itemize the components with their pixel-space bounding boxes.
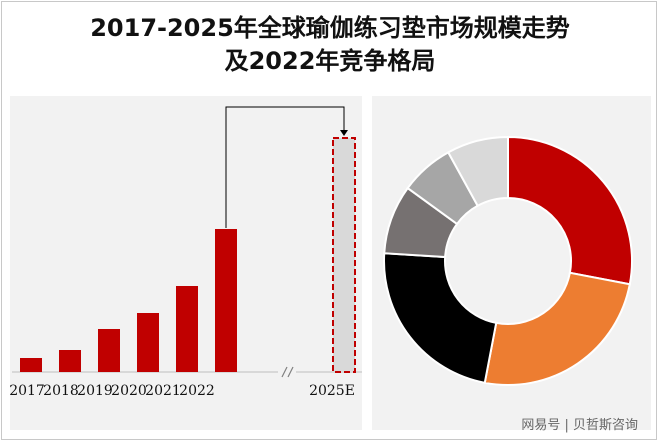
tick-label-2021: 2021: [145, 383, 181, 399]
donut-slice-2: [483, 271, 631, 386]
bar-2022: [215, 229, 237, 372]
growth-arrow-line: [225, 106, 345, 228]
title-line-2: 及2022年竞争格局: [224, 47, 436, 75]
bar-2018: [59, 350, 81, 372]
tick-label-2025e: 2025E: [309, 383, 355, 399]
donut-slice-6: [446, 135, 509, 208]
tick-label-2017: 2017: [10, 383, 45, 399]
tick-label-2018: 2018: [43, 383, 79, 399]
bar-2019: [98, 329, 120, 372]
donut-chart-panel: [372, 96, 651, 430]
bar-2021: [176, 286, 198, 372]
tick-label-2022: 2022: [179, 383, 215, 399]
watermark-text: 网易号 | 贝哲斯咨询: [521, 418, 638, 433]
figure-title: 2017-2025年全球瑜伽练习垫市场规模走势 及2022年竞争格局: [0, 12, 660, 78]
bar-chart-panel: 2017 2018 2019 2020 2021 2022 2025E: [10, 96, 362, 430]
growth-arrow-head: [340, 130, 348, 136]
axis-break-mark-1: [281, 366, 288, 378]
tick-label-2020: 2020: [111, 383, 147, 399]
tick-label-2019: 2019: [77, 383, 113, 399]
axis-break-mark-2: [287, 366, 294, 378]
bar-2025e: [332, 137, 356, 373]
donut-chart: [383, 135, 633, 386]
bar-2020: [137, 313, 159, 372]
donut-slice-3: [383, 252, 498, 384]
bar-2017: [20, 358, 42, 372]
donut-slice-1: [507, 135, 633, 286]
title-line-1: 2017-2025年全球瑜伽练习垫市场规模走势: [90, 14, 570, 42]
